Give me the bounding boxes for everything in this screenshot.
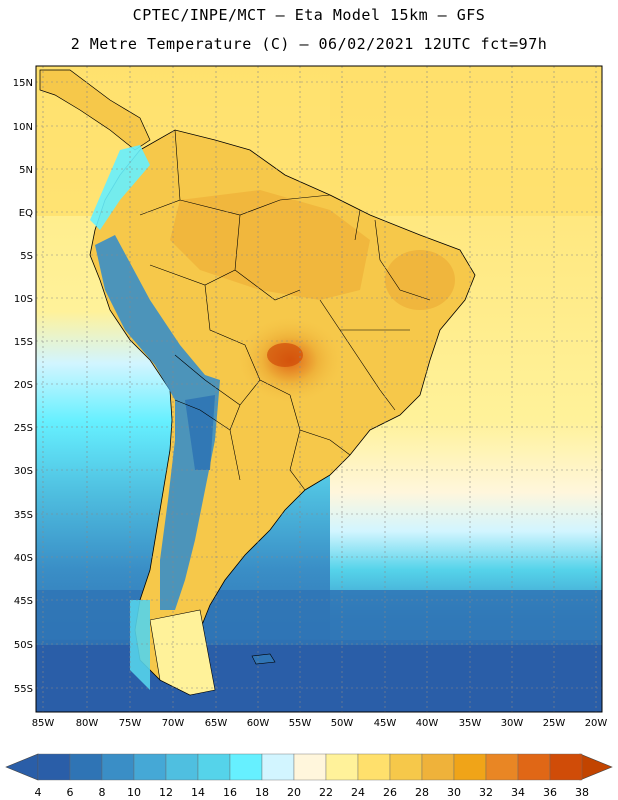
map-frame bbox=[35, 65, 603, 713]
map-field bbox=[36, 66, 602, 712]
lat-label: 15S bbox=[14, 337, 33, 348]
colorbar-label: 30 bbox=[447, 786, 461, 799]
colorbar-label: 38 bbox=[575, 786, 589, 799]
colorbar-labels: 4 6 8 10 12 14 16 18 20 22 24 26 28 30 3… bbox=[35, 786, 590, 799]
lat-label: 55S bbox=[14, 684, 33, 695]
colorbar-label: 22 bbox=[319, 786, 333, 799]
colorbar-label: 32 bbox=[479, 786, 493, 799]
colorbar-label: 8 bbox=[99, 786, 106, 799]
lat-label: 25S bbox=[14, 423, 33, 434]
lon-label: 75W bbox=[119, 718, 142, 729]
northeast-warm-area bbox=[385, 250, 455, 310]
colorbar-swatch bbox=[421, 753, 455, 781]
lon-label: 55W bbox=[289, 718, 312, 729]
lon-label: 20W bbox=[585, 718, 608, 729]
southern-andes bbox=[130, 600, 150, 690]
colorbar-swatch bbox=[517, 753, 551, 781]
lon-label: 35W bbox=[459, 718, 482, 729]
lat-label: 5N bbox=[19, 165, 33, 176]
colorbar-swatch bbox=[293, 753, 327, 781]
country-borders bbox=[139, 129, 431, 491]
colorbar-swatch bbox=[133, 753, 167, 781]
colorbar-label: 28 bbox=[415, 786, 429, 799]
colorbar-label: 10 bbox=[127, 786, 141, 799]
lat-label: 40S bbox=[14, 553, 33, 564]
latitude-labels: 15N 10N 5N EQ 5S 10S 15S 20S 25S 30S 35S… bbox=[13, 78, 33, 695]
lat-label: 50S bbox=[14, 640, 33, 651]
colorbar-swatch bbox=[389, 753, 423, 781]
lat-label: 5S bbox=[20, 251, 33, 262]
lon-label: 50W bbox=[331, 718, 354, 729]
lat-label: EQ bbox=[19, 208, 33, 219]
colorbar-label: 20 bbox=[287, 786, 301, 799]
map-title: CPTEC/INPE/MCT – Eta Model 15km – GFS bbox=[132, 6, 486, 24]
colorbar-swatch bbox=[229, 753, 263, 781]
lon-label: 70W bbox=[162, 718, 185, 729]
colorbar-swatch bbox=[37, 753, 71, 781]
colorbar-label: 14 bbox=[191, 786, 205, 799]
lon-label: 40W bbox=[416, 718, 439, 729]
colorbar-label: 12 bbox=[159, 786, 173, 799]
colorbar: 4 6 8 10 12 14 16 18 20 22 24 26 28 30 3… bbox=[5, 753, 613, 799]
lat-label: 15N bbox=[13, 78, 33, 89]
lon-label: 60W bbox=[247, 718, 270, 729]
colorbar-label: 4 bbox=[35, 786, 42, 799]
lon-label: 45W bbox=[374, 718, 397, 729]
colorbar-swatch bbox=[549, 753, 583, 781]
colorbar-swatch bbox=[69, 753, 103, 781]
colorbar-label: 6 bbox=[67, 786, 74, 799]
graticule bbox=[36, 66, 602, 712]
amazon-warm-area bbox=[170, 190, 370, 300]
max-temperature-core bbox=[267, 343, 303, 367]
southern-ocean-band bbox=[36, 590, 602, 645]
colorbar-label: 34 bbox=[511, 786, 525, 799]
colorbar-swatch bbox=[261, 753, 295, 781]
colorbar-label: 16 bbox=[223, 786, 237, 799]
andes-peak-cold bbox=[185, 395, 215, 470]
patagonia bbox=[149, 609, 216, 696]
colorbar-swatch bbox=[485, 753, 519, 781]
colorbar-label: 24 bbox=[351, 786, 365, 799]
andes-cold-band bbox=[95, 235, 220, 610]
lon-label: 80W bbox=[76, 718, 99, 729]
northern-andes bbox=[90, 145, 150, 230]
lat-label: 35S bbox=[14, 510, 33, 521]
colorbar-swatch bbox=[453, 753, 487, 781]
colorbar-swatch bbox=[357, 753, 391, 781]
colorbar-swatch bbox=[197, 753, 231, 781]
lat-label: 10S bbox=[14, 294, 33, 305]
colorbar-swatch bbox=[325, 753, 359, 781]
colorbar-swatch bbox=[165, 753, 199, 781]
lat-label: 45S bbox=[14, 596, 33, 607]
colorbar-swatch bbox=[101, 753, 135, 781]
lon-label: 25W bbox=[543, 718, 566, 729]
colorbar-high-arrow bbox=[579, 753, 613, 781]
lat-label: 10N bbox=[13, 122, 33, 133]
southern-ocean bbox=[36, 640, 602, 712]
lon-label: 65W bbox=[205, 718, 228, 729]
lat-label: 20S bbox=[14, 380, 33, 391]
longitude-labels: 85W 80W 75W 70W 65W 60W 55W 50W 45W 40W … bbox=[32, 718, 608, 729]
colorbar-label: 36 bbox=[543, 786, 557, 799]
lon-label: 30W bbox=[501, 718, 524, 729]
colorbar-low-arrow bbox=[5, 753, 39, 781]
colorbar-label: 26 bbox=[383, 786, 397, 799]
colorbar-label: 18 bbox=[255, 786, 269, 799]
lat-label: 30S bbox=[14, 466, 33, 477]
lon-label: 85W bbox=[32, 718, 55, 729]
colorbar-swatches bbox=[37, 753, 583, 781]
map-subtitle: 2 Metre Temperature (C) – 06/02/2021 12U… bbox=[70, 35, 548, 53]
